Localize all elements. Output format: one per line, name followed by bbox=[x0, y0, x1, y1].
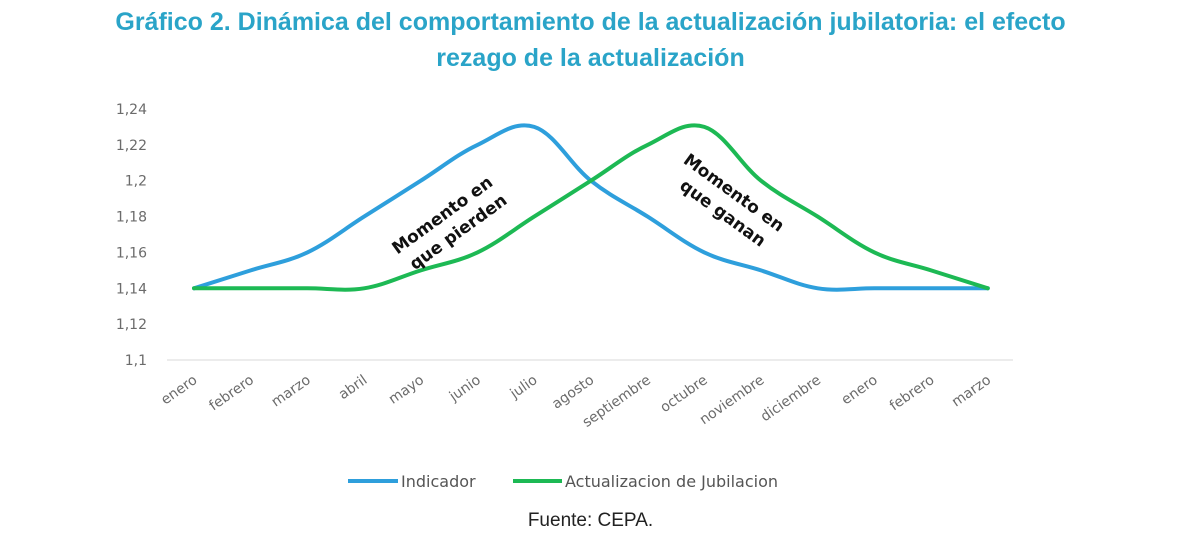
x-tick-label: diciembre bbox=[758, 372, 824, 425]
y-tick-label: 1,1 bbox=[125, 353, 147, 369]
x-tick-label: marzo bbox=[949, 372, 994, 410]
x-tick-label: marzo bbox=[269, 372, 314, 410]
x-tick-label: julio bbox=[507, 372, 541, 402]
y-tick-label: 1,16 bbox=[116, 245, 147, 261]
x-tick-label: febrero bbox=[206, 372, 257, 414]
y-tick-label: 1,22 bbox=[116, 138, 147, 154]
y-tick-label: 1,24 bbox=[116, 102, 147, 118]
x-tick-label: mayo bbox=[386, 372, 427, 408]
chart-title: Gráfico 2. Dinámica del comportamiento d… bbox=[0, 4, 1181, 76]
x-axis: enero febrero marzo abril mayo junio julio agos… bbox=[158, 359, 1013, 431]
chart-title-line-1: Gráfico 2. Dinámica del comportamiento d… bbox=[115, 8, 1066, 36]
annotations: Momento en que pierden Momento en que ga… bbox=[389, 150, 788, 275]
series-line-actualizacion bbox=[192, 123, 990, 292]
x-tick-label: enero bbox=[158, 372, 200, 408]
y-axis: 1,1 1,12 1,14 1,16 1,18 1,2 1,22 1,24 bbox=[116, 102, 147, 369]
y-tick-label: 1,12 bbox=[116, 317, 147, 333]
x-tick-label: agosto bbox=[549, 372, 597, 412]
series-line-indicador bbox=[192, 123, 990, 292]
legend-label-indicador: Indicador bbox=[401, 472, 476, 491]
chart-title-line-2: rezago de la actualización bbox=[436, 44, 745, 72]
series-group bbox=[192, 123, 990, 292]
legend: Indicador Actualizacion de Jubilacion bbox=[348, 472, 778, 491]
y-tick-label: 1,14 bbox=[116, 281, 147, 297]
x-tick-label: abril bbox=[336, 372, 371, 403]
legend-label-actualizacion: Actualizacion de Jubilacion bbox=[565, 472, 778, 491]
x-tick-label: noviembre bbox=[697, 372, 767, 428]
source-note: Fuente: CEPA. bbox=[527, 510, 654, 531]
x-tick-label: junio bbox=[446, 372, 484, 405]
line-chart: 1,11,121,141,161,181,21,221,24 enero febr… bbox=[116, 102, 1013, 491]
y-tick-label: 1,2 bbox=[125, 174, 147, 190]
x-tick-label: enero bbox=[839, 372, 881, 408]
x-tick-label: febrero bbox=[887, 372, 938, 414]
x-tick-label: octubre bbox=[658, 372, 711, 416]
y-tick-label: 1,18 bbox=[116, 210, 147, 226]
